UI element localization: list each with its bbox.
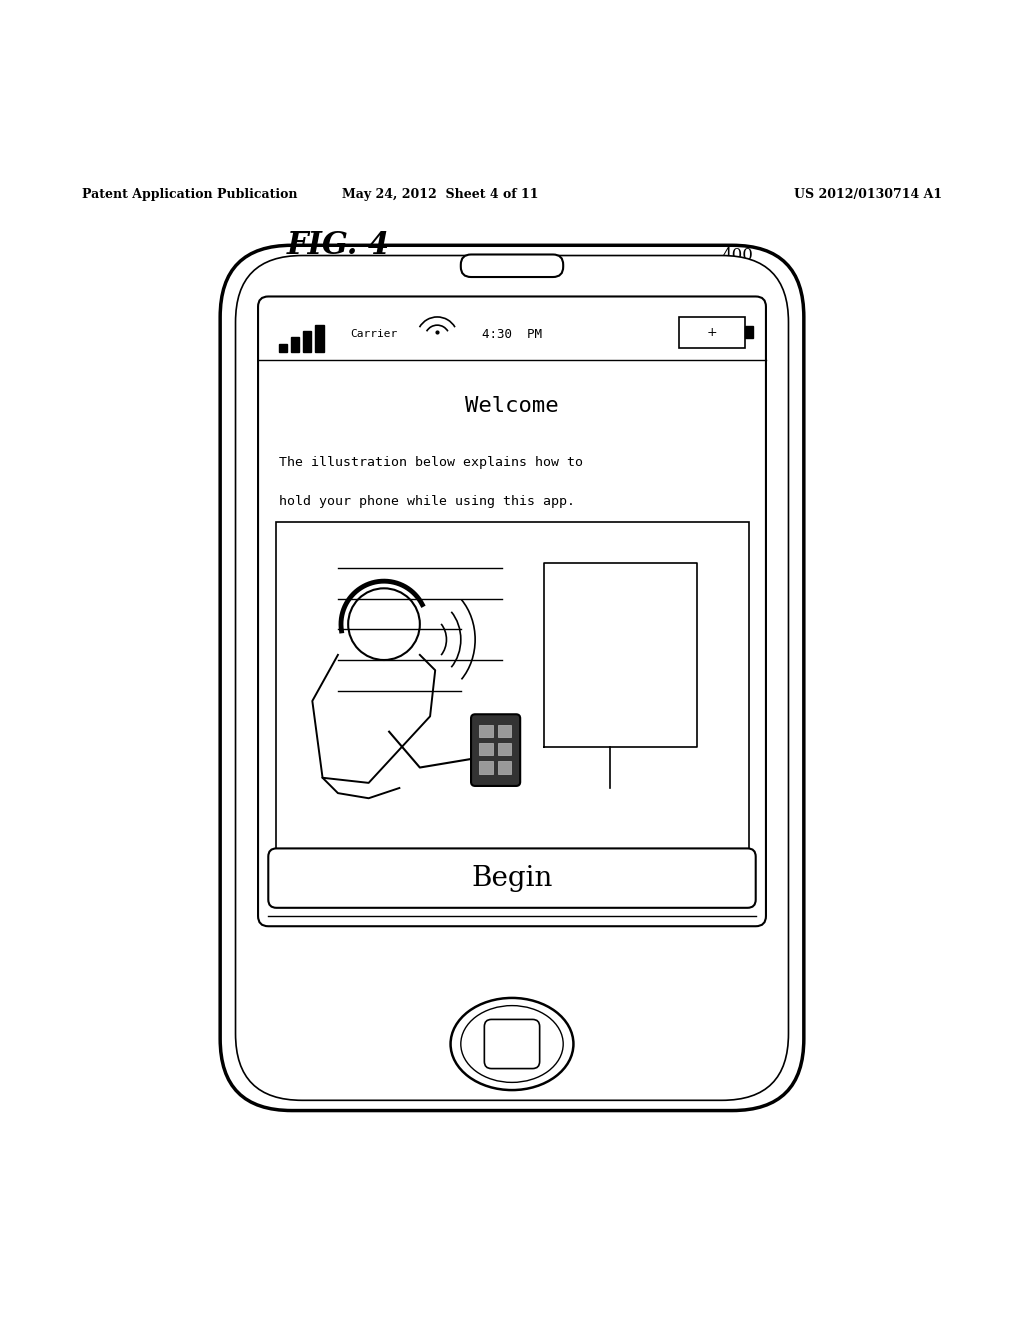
Bar — [745, 326, 753, 338]
FancyBboxPatch shape — [484, 1019, 540, 1069]
Ellipse shape — [451, 998, 573, 1090]
FancyBboxPatch shape — [268, 849, 756, 908]
Text: Welcome: Welcome — [465, 396, 559, 416]
Bar — [498, 743, 511, 755]
Bar — [279, 343, 287, 351]
FancyBboxPatch shape — [471, 714, 520, 785]
Bar — [479, 743, 493, 755]
FancyBboxPatch shape — [236, 256, 788, 1101]
Text: 400: 400 — [721, 247, 754, 264]
Text: The illustration below explains how to: The illustration below explains how to — [279, 455, 583, 469]
Text: Patent Application Publication: Patent Application Publication — [82, 187, 297, 201]
Bar — [498, 725, 511, 737]
Ellipse shape — [461, 1006, 563, 1082]
Bar — [276, 521, 749, 859]
Bar — [303, 331, 311, 351]
Bar — [479, 762, 493, 774]
Text: +: + — [707, 326, 718, 339]
Text: US 2012/0130714 A1: US 2012/0130714 A1 — [794, 187, 942, 201]
Text: 4:30  PM: 4:30 PM — [482, 327, 542, 341]
FancyBboxPatch shape — [220, 246, 804, 1110]
Bar — [498, 762, 511, 774]
Text: hold your phone while using this app.: hold your phone while using this app. — [279, 495, 574, 508]
Bar — [291, 338, 299, 351]
Text: FIG. 4: FIG. 4 — [287, 230, 390, 261]
Bar — [479, 725, 493, 737]
FancyBboxPatch shape — [258, 297, 766, 927]
Bar — [315, 325, 324, 351]
Text: May 24, 2012  Sheet 4 of 11: May 24, 2012 Sheet 4 of 11 — [342, 187, 539, 201]
Bar — [679, 317, 745, 347]
Text: Begin: Begin — [471, 865, 553, 891]
FancyBboxPatch shape — [461, 255, 563, 277]
Text: Carrier: Carrier — [350, 330, 397, 339]
